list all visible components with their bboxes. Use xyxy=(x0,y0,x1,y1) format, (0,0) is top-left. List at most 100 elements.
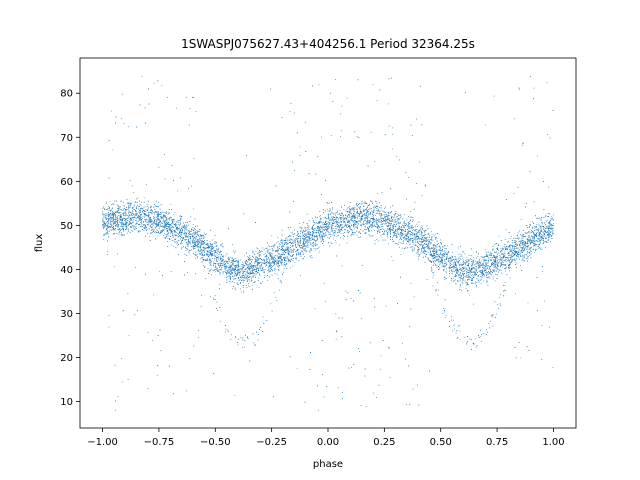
data-point xyxy=(139,212,141,214)
data-point xyxy=(241,346,243,348)
data-point xyxy=(476,270,478,272)
data-point xyxy=(154,227,156,229)
data-point xyxy=(301,248,303,250)
data-point xyxy=(203,238,205,240)
data-point xyxy=(114,238,116,240)
data-point xyxy=(295,252,297,254)
data-point xyxy=(258,263,260,264)
data-point xyxy=(241,266,243,268)
data-point xyxy=(413,241,415,243)
data-point xyxy=(408,224,409,226)
data-point xyxy=(240,272,242,274)
data-point xyxy=(456,275,457,276)
data-point xyxy=(170,216,171,218)
data-point xyxy=(429,253,431,255)
data-point xyxy=(529,254,531,256)
data-point xyxy=(178,254,179,255)
data-point xyxy=(548,212,550,214)
data-point xyxy=(271,262,273,264)
data-point xyxy=(278,266,280,268)
data-point xyxy=(417,226,418,227)
data-point xyxy=(166,231,168,233)
data-point xyxy=(156,212,158,214)
data-point xyxy=(483,280,485,282)
data-point xyxy=(321,234,323,236)
data-point xyxy=(390,206,392,208)
data-point xyxy=(486,271,488,273)
data-point xyxy=(424,185,426,187)
data-point xyxy=(161,230,163,232)
data-point xyxy=(462,261,464,263)
data-point xyxy=(384,211,386,213)
data-point xyxy=(492,265,494,267)
data-point xyxy=(366,211,367,213)
data-point xyxy=(464,253,466,255)
data-point xyxy=(174,242,176,244)
data-point xyxy=(210,259,212,261)
data-point xyxy=(339,209,341,211)
data-point xyxy=(551,218,553,220)
data-point xyxy=(467,268,468,270)
data-point xyxy=(268,271,270,273)
data-point xyxy=(502,266,504,268)
data-point xyxy=(444,252,446,254)
data-point xyxy=(222,245,224,247)
data-point xyxy=(118,220,120,222)
data-point xyxy=(469,271,471,272)
data-point xyxy=(177,241,178,243)
data-point xyxy=(367,216,369,218)
data-point xyxy=(349,212,351,214)
data-point xyxy=(172,218,174,220)
data-point xyxy=(228,256,229,258)
data-point xyxy=(245,273,247,275)
data-point xyxy=(512,245,514,247)
data-point xyxy=(276,273,278,275)
data-point xyxy=(496,260,498,261)
data-point xyxy=(418,258,419,260)
data-point xyxy=(505,247,507,249)
data-point xyxy=(153,213,155,215)
data-point xyxy=(156,374,158,376)
data-point xyxy=(430,238,432,240)
data-point xyxy=(373,220,375,222)
data-point xyxy=(230,339,232,340)
data-point xyxy=(225,267,227,269)
data-point xyxy=(242,270,244,272)
data-point xyxy=(424,234,426,236)
data-point xyxy=(429,259,431,261)
chart-title: 1SWASPJ075627.43+404256.1 Period 32364.2… xyxy=(181,37,475,51)
data-point xyxy=(354,209,356,211)
data-point xyxy=(415,240,417,242)
data-point xyxy=(153,211,155,213)
data-point xyxy=(509,254,511,256)
data-point xyxy=(162,235,164,237)
data-point xyxy=(239,288,241,290)
data-point xyxy=(227,266,229,268)
data-point xyxy=(347,211,349,213)
data-point xyxy=(431,272,433,274)
data-point xyxy=(223,267,225,269)
data-point xyxy=(295,238,297,240)
data-point xyxy=(515,259,517,261)
data-point xyxy=(225,255,227,257)
data-point xyxy=(339,237,341,239)
data-point xyxy=(445,264,447,266)
data-point xyxy=(123,230,125,232)
data-point xyxy=(302,230,304,232)
data-point xyxy=(406,223,408,225)
data-point xyxy=(306,213,308,215)
data-point xyxy=(442,266,444,267)
data-point xyxy=(264,265,266,267)
data-point xyxy=(503,246,505,248)
data-point xyxy=(371,227,373,229)
data-point xyxy=(485,263,487,265)
data-point xyxy=(179,218,181,220)
data-point xyxy=(370,131,372,133)
data-point xyxy=(354,214,356,215)
data-point xyxy=(285,242,287,244)
data-point xyxy=(485,124,486,126)
data-point xyxy=(229,281,231,283)
data-point xyxy=(456,338,458,340)
data-point xyxy=(141,75,143,77)
data-point xyxy=(274,258,276,260)
